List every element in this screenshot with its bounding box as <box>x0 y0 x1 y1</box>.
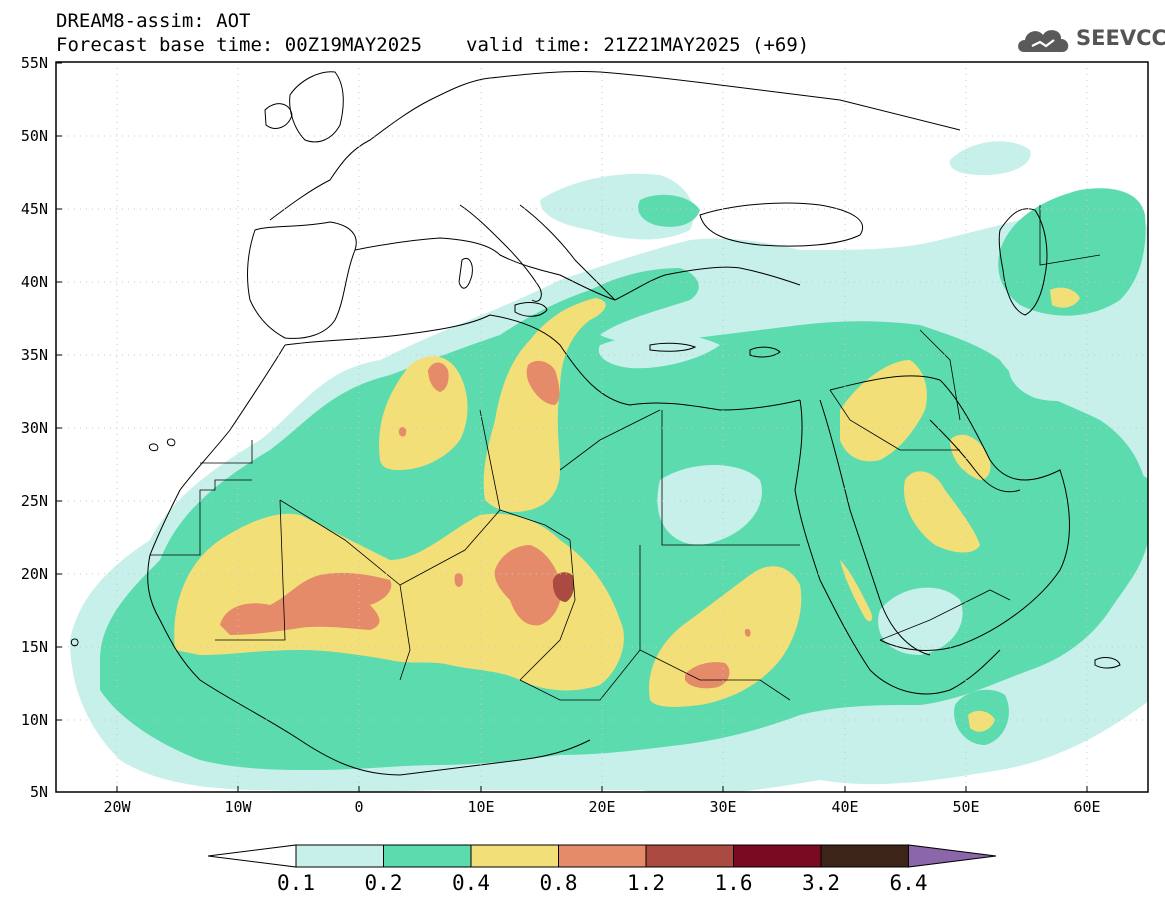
colorbar-swatch <box>295 844 384 868</box>
lon-label: 20W <box>103 798 131 816</box>
aot-band-1-2 <box>552 572 574 602</box>
colorbar-label: 0.4 <box>452 871 490 895</box>
lat-label: 30N <box>21 419 48 437</box>
lon-label: 20E <box>588 798 615 816</box>
colorbar-labels: 0.1 0.2 0.4 0.8 1.2 1.6 3.2 6.4 <box>277 871 927 895</box>
colorbar-swatch <box>383 844 472 868</box>
lat-label: 55N <box>21 54 48 72</box>
lon-label: 0 <box>354 798 363 816</box>
time-info: Forecast base time: 00Z19MAY2025 valid ti… <box>56 34 809 56</box>
valid-time: valid time: 21Z21MAY2025 (+69) <box>466 34 810 56</box>
lat-labels: 55N 50N 45N 40N 35N 30N 25N 20N 15N 10N … <box>21 54 48 801</box>
colorbar-label: 0.8 <box>540 871 578 895</box>
colorbar-label: 3.2 <box>802 871 840 895</box>
lat-label: 40N <box>21 273 48 291</box>
colorbar-swatch <box>908 844 997 868</box>
lon-label: 50E <box>952 798 979 816</box>
lat-label: 35N <box>21 346 48 364</box>
colorbar-swatch <box>733 844 822 868</box>
aot-band-0-8 <box>220 360 751 689</box>
colorbar <box>207 844 997 868</box>
lat-label: 45N <box>21 200 48 218</box>
lon-label: 30E <box>709 798 736 816</box>
base-time: Forecast base time: 00Z19MAY2025 <box>56 34 423 56</box>
colorbar-swatch <box>470 844 559 868</box>
cloud-icon <box>1018 30 1069 52</box>
graticule <box>56 62 1148 792</box>
map-title: DREAM8-assim: AOT <box>56 10 251 32</box>
logo-text: SEEVCCC <box>1076 26 1165 50</box>
colorbar-label: 0.1 <box>277 871 315 895</box>
lat-label: 10N <box>21 711 48 729</box>
country-borders <box>150 205 1101 701</box>
lon-label: 40E <box>831 798 858 816</box>
aot-band-0-1-inner <box>598 333 1100 655</box>
colorbar-label: 0.2 <box>365 871 403 895</box>
colorbar-swatch <box>558 844 647 868</box>
colorbar-swatch <box>820 844 909 868</box>
lat-label: 5N <box>30 783 48 801</box>
lon-label: 60E <box>1073 798 1100 816</box>
colorbar-label: 1.2 <box>627 871 665 895</box>
lon-label: 10W <box>224 798 252 816</box>
coastlines <box>70 71 1121 776</box>
lon-labels: 20W 10W 0 10E 20E 30E 40E 50E 60E <box>103 798 1100 816</box>
lat-label: 20N <box>21 565 48 583</box>
lat-label: 25N <box>21 492 48 510</box>
lat-label: 15N <box>21 638 48 656</box>
lon-label: 10E <box>467 798 494 816</box>
lat-label: 50N <box>21 127 48 145</box>
colorbar-label: 6.4 <box>890 871 928 895</box>
aot-field <box>56 62 1148 792</box>
colorbar-swatch <box>645 844 734 868</box>
axis-ticks <box>56 62 1088 792</box>
seevccc-logo: SEEVCCC <box>1016 22 1165 58</box>
colorbar-swatch <box>207 844 297 868</box>
colorbar-label: 1.6 <box>715 871 753 895</box>
